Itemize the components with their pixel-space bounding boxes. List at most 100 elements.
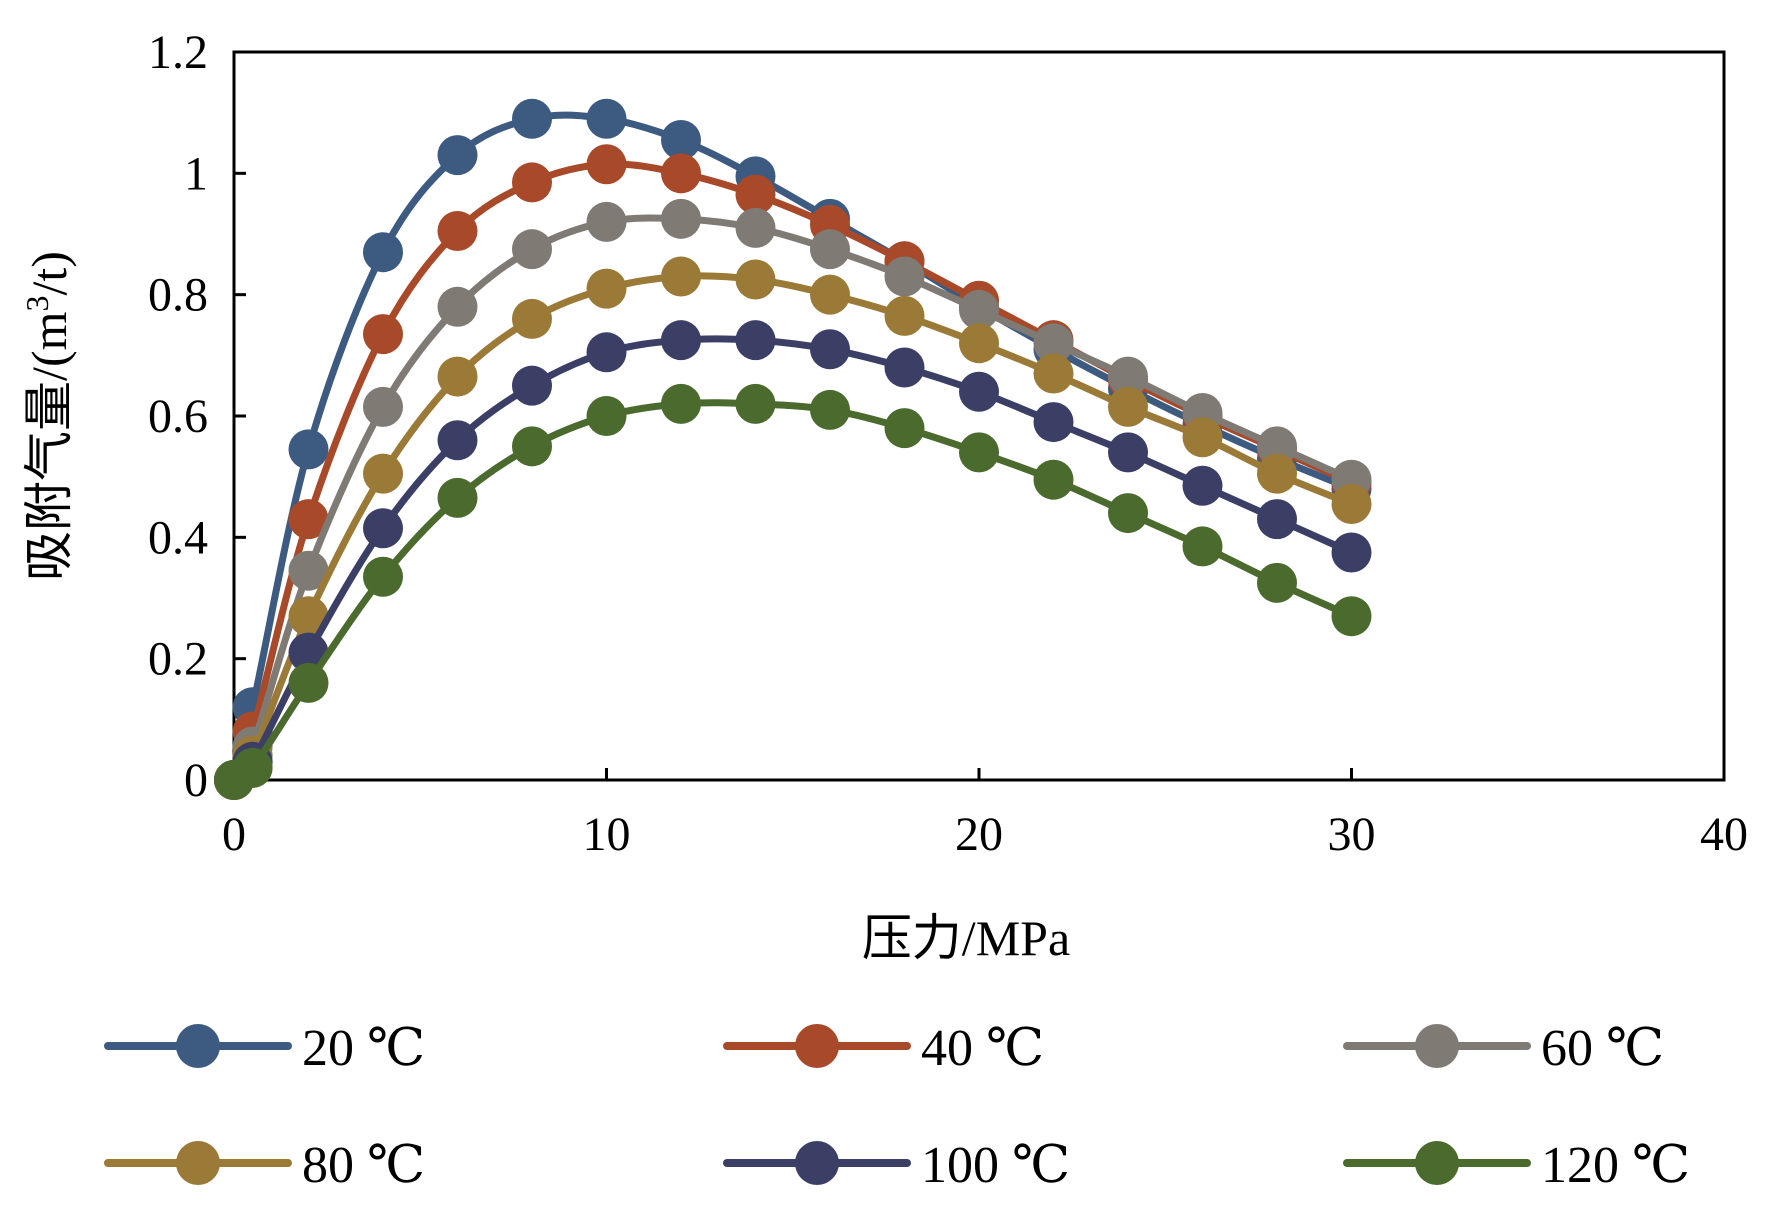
- data-point: [512, 298, 552, 339]
- data-point: [363, 314, 403, 355]
- data-point: [661, 320, 701, 361]
- data-point: [437, 356, 478, 397]
- data-point: [512, 365, 552, 406]
- y-axis-title-end: /t): [21, 251, 77, 295]
- legend-item: 20 ℃: [104, 1020, 425, 1077]
- data-point: [586, 332, 627, 373]
- legend-item: 60 ℃: [1343, 1020, 1664, 1077]
- data-point: [1257, 499, 1297, 540]
- data-point: [586, 201, 627, 242]
- y-tick-label: 0.4: [148, 511, 208, 564]
- legend-item: 120 ℃: [1343, 1137, 1690, 1194]
- data-point: [959, 323, 999, 364]
- data-point: [884, 347, 925, 388]
- legend: 20 ℃ 40 ℃ 60 ℃ 80 ℃ 100 ℃ 120 ℃: [104, 1020, 1690, 1194]
- data-point: [363, 386, 403, 427]
- x-tick-label: 30: [1328, 808, 1376, 861]
- data-point: [512, 162, 552, 203]
- data-point: [437, 477, 478, 518]
- data-point: [437, 286, 478, 327]
- legend-label: 60 ℃: [1541, 1020, 1664, 1077]
- series-line: [231, 335, 1353, 783]
- data-point: [288, 499, 329, 540]
- legend-marker: [176, 1024, 220, 1068]
- data-point: [437, 210, 478, 251]
- axis-ticks: 0 0.2 0.4 0.6 0.8 1 1.2 0 10 20 30 40: [148, 26, 1748, 861]
- legend-label: 120 ℃: [1541, 1137, 1690, 1194]
- x-tick-label: 10: [583, 808, 631, 861]
- data-point: [810, 389, 850, 430]
- data-point: [363, 453, 403, 494]
- data-point: [1182, 465, 1223, 506]
- data-point: [959, 289, 999, 330]
- data-point: [661, 256, 701, 297]
- y-tick-label: 0.2: [148, 633, 208, 686]
- data-point: [1033, 353, 1074, 394]
- x-tick-label: 20: [955, 808, 1003, 861]
- data-point: [586, 268, 627, 309]
- data-point: [437, 420, 478, 461]
- data-point: [661, 119, 701, 160]
- x-tick-label: 40: [1700, 808, 1748, 861]
- data-point: [959, 432, 999, 473]
- data-point: [288, 596, 329, 637]
- y-tick-label: 0: [184, 754, 208, 807]
- data-point: [1257, 453, 1297, 494]
- data-point: [661, 198, 701, 239]
- data-point: [1108, 493, 1148, 534]
- y-axis-title-main: 吸附气量/(m: [21, 311, 77, 581]
- legend-label: 100 ℃: [921, 1137, 1070, 1194]
- y-tick-label: 0.6: [148, 390, 208, 443]
- data-point: [512, 426, 552, 467]
- data-point: [884, 295, 925, 336]
- data-point: [1331, 596, 1372, 637]
- data-point: [1257, 562, 1297, 603]
- data-point: [1331, 532, 1372, 573]
- data-point: [735, 320, 776, 361]
- data-point: [1108, 432, 1148, 473]
- legend-marker: [795, 1024, 839, 1068]
- legend-item: 40 ℃: [723, 1020, 1044, 1077]
- legend-label: 40 ℃: [921, 1020, 1044, 1077]
- data-point: [1033, 402, 1074, 443]
- data-point: [1033, 459, 1074, 500]
- legend-marker: [1415, 1141, 1459, 1185]
- data-point: [288, 429, 329, 470]
- data-point: [884, 408, 925, 449]
- x-axis-title: 压力/MPa: [862, 910, 1070, 966]
- data-point: [1033, 323, 1074, 364]
- x-tick-label: 0: [222, 808, 246, 861]
- data-point: [1108, 356, 1148, 397]
- y-axis-title-sup: 3: [19, 296, 55, 312]
- data-point: [1182, 526, 1223, 567]
- data-point: [437, 135, 478, 176]
- y-tick-label: 1: [184, 147, 208, 200]
- data-point: [1331, 483, 1372, 524]
- y-tick-label: 1.2: [148, 26, 208, 79]
- data-point: [512, 98, 552, 139]
- legend-label: 20 ℃: [302, 1020, 425, 1077]
- legend-marker: [795, 1141, 839, 1185]
- data-point: [363, 556, 403, 597]
- data-point: [363, 508, 403, 549]
- data-point: [1108, 386, 1148, 427]
- data-point: [959, 371, 999, 412]
- legend-label: 80 ℃: [302, 1137, 425, 1194]
- legend-marker: [1415, 1024, 1459, 1068]
- data-point: [735, 207, 776, 248]
- data-point: [363, 232, 403, 273]
- data-point: [661, 383, 701, 424]
- data-point: [810, 329, 850, 370]
- data-point: [288, 662, 329, 703]
- data-point: [512, 229, 552, 270]
- series-layer: [214, 98, 1372, 800]
- data-point: [735, 174, 776, 215]
- data-point: [586, 98, 627, 139]
- data-point: [1182, 417, 1223, 458]
- data-point: [586, 396, 627, 436]
- data-point: [661, 153, 701, 194]
- data-point: [288, 550, 329, 591]
- data-point: [810, 229, 850, 270]
- series-line: [230, 214, 1353, 783]
